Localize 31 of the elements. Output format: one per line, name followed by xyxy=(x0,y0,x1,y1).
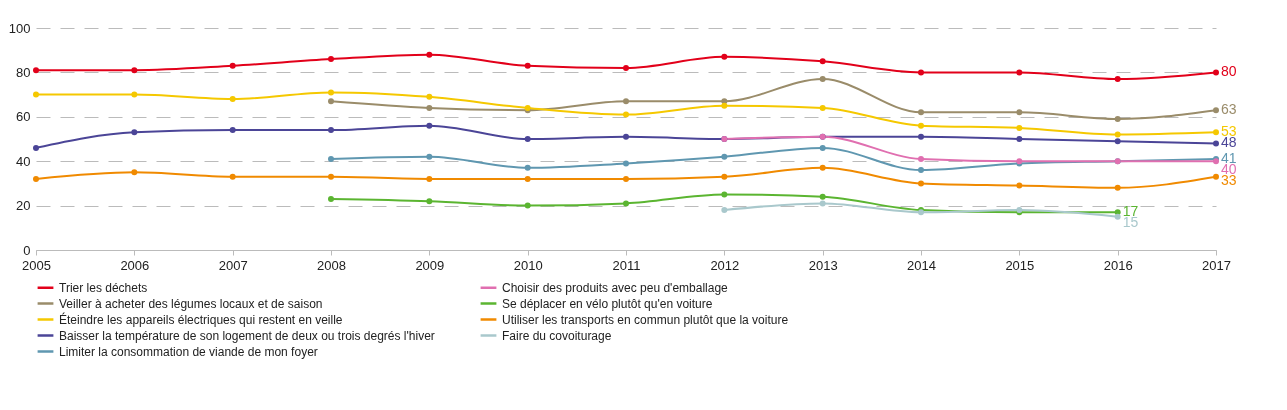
y-tick-label: 20 xyxy=(16,198,31,214)
x-tick-label: 2009 xyxy=(415,257,445,273)
x-tick-label: 2012 xyxy=(710,257,740,273)
data-label: 63 xyxy=(1221,101,1237,118)
x-tick-label: 2008 xyxy=(317,257,346,273)
legend-label: Trier les déchets xyxy=(59,280,148,295)
legend-label: Veiller à acheter des légumes locaux et de saison xyxy=(59,296,323,311)
data-label: 80 xyxy=(1221,63,1237,80)
legend-label: Baisser la température de son logement de deux ou trois degrés l'hiver xyxy=(59,328,435,343)
y-tick-label: 40 xyxy=(16,153,31,169)
legend-label: Choisir des produits avec peu d'emballage xyxy=(502,280,729,295)
y-tick-label: 0 xyxy=(23,242,31,258)
y-tick-label: 100 xyxy=(8,20,31,36)
y-tick-label: 80 xyxy=(16,64,31,80)
x-tick-label: 2011 xyxy=(612,257,641,273)
legend-label: Faire du covoiturage xyxy=(502,328,612,343)
x-tick-label: 2015 xyxy=(1005,257,1035,273)
y-tick-label: 60 xyxy=(16,109,31,125)
x-tick-label: 2014 xyxy=(907,257,936,273)
x-tick-label: 2017 xyxy=(1202,257,1231,273)
x-tick-label: 2010 xyxy=(513,257,543,273)
legend-label: Utiliser les transports en commun plutôt que la voiture xyxy=(502,312,789,327)
legend-label: Se déplacer en vélo plutôt qu'en voiture xyxy=(502,296,713,311)
x-tick-label: 2013 xyxy=(808,257,838,273)
x-tick-label: 2006 xyxy=(120,257,150,273)
legend-label: Limiter la consommation de viande de mon foyer xyxy=(59,344,318,359)
x-tick-label: 2016 xyxy=(1103,257,1133,273)
legend-label: Éteindre les appareils électriques qui restent en veille xyxy=(59,311,343,327)
x-tick-label: 2005 xyxy=(22,257,51,273)
x-tick-label: 2007 xyxy=(218,257,248,273)
data-label: 41 xyxy=(1221,149,1237,166)
